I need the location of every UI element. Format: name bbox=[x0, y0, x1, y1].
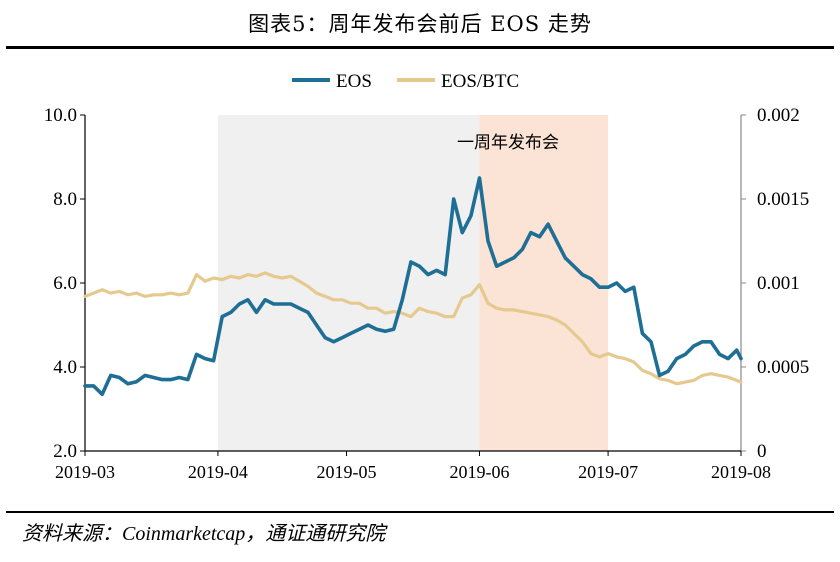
y-left-tick-label: 10.0 bbox=[44, 105, 77, 126]
legend-label: EOS/BTC bbox=[441, 71, 519, 92]
x-tick-label: 2019-05 bbox=[317, 462, 377, 482]
chart-title: 图表5：周年发布会前后 EOS 走势 bbox=[248, 12, 592, 36]
source-note: 资料来源：Coinmarketcap，通证通研究院 bbox=[22, 523, 386, 545]
series-lines bbox=[83, 176, 743, 397]
legend-label: EOS bbox=[336, 71, 372, 92]
title-rule bbox=[6, 46, 834, 49]
y-right-tick-label: 0.001 bbox=[757, 273, 800, 294]
shaded-region-gray bbox=[217, 115, 480, 451]
y-right-tick-label: 0 bbox=[757, 441, 767, 462]
x-tick-label: 2019-08 bbox=[711, 462, 771, 482]
series-line-eos-btc bbox=[83, 271, 743, 386]
x-tick-label: 2019-03 bbox=[55, 462, 115, 482]
shaded-regions bbox=[217, 115, 609, 451]
axes: 2.0 4.0 6.0 8.0 10.0 0 0.0005 0.001 0.0015 0.002 2… bbox=[44, 105, 810, 482]
shaded-region-orange bbox=[479, 115, 609, 451]
y-right-tick-label: 0.0015 bbox=[757, 189, 809, 210]
y-left-tick-label: 6.0 bbox=[53, 273, 77, 294]
source-rule bbox=[6, 511, 834, 513]
y-left-tick-label: 4.0 bbox=[53, 357, 77, 378]
annotation-label: 一周年发布会 bbox=[457, 133, 559, 152]
x-tick-label: 2019-04 bbox=[188, 462, 248, 482]
y-right-tick-label: 0.002 bbox=[757, 105, 800, 126]
y-left-tick-label: 2.0 bbox=[53, 441, 77, 462]
legend: EOS EOS/BTC bbox=[292, 71, 519, 92]
x-tick-label: 2019-07 bbox=[578, 462, 638, 482]
y-right-tick-label: 0.0005 bbox=[757, 357, 809, 378]
series-line-eos bbox=[83, 176, 743, 397]
y-left-tick-label: 8.0 bbox=[53, 189, 77, 210]
x-tick-label: 2019-06 bbox=[449, 462, 509, 482]
